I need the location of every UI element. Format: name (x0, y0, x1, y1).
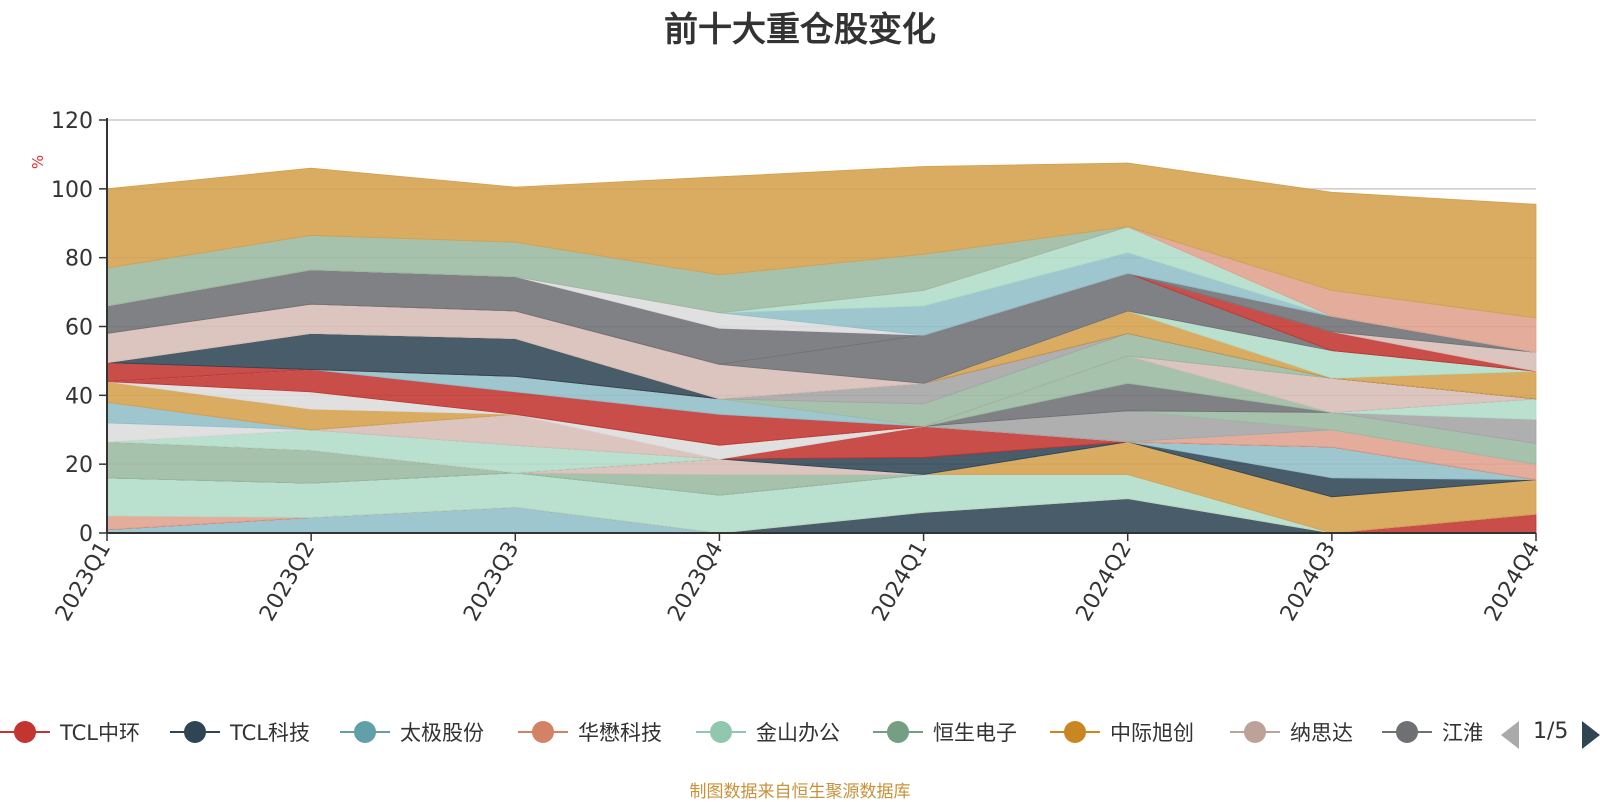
legend-label: TCL科技 (230, 721, 310, 745)
source-note: 制图数据来自恒生聚源数据库 (689, 782, 911, 802)
legend-item[interactable]: 江淮 (1382, 712, 1482, 752)
legend-marker-icon (1382, 721, 1432, 743)
legend-item[interactable]: 太极股份 (340, 712, 484, 752)
legend-item[interactable]: TCL科技 (170, 712, 310, 752)
legend-item[interactable]: 华懋科技 (518, 712, 662, 752)
legend-marker-icon (518, 721, 568, 743)
y-tick-label: 100 (51, 178, 93, 203)
y-tick-label: 0 (79, 522, 93, 547)
legend-marker-icon (0, 721, 50, 743)
x-tick-label: 2024Q3 (1276, 538, 1341, 626)
legend-next-page-icon[interactable] (1582, 721, 1600, 749)
y-tick-label: 120 (51, 109, 93, 134)
x-tick-label: 2023Q2 (255, 538, 320, 626)
legend-marker-icon (873, 721, 923, 743)
legend-label: 华懋科技 (578, 721, 662, 745)
area-series-44 (106, 162, 1537, 319)
x-tick-label: 2023Q1 (51, 538, 116, 626)
legend-label: TCL中环 (60, 721, 140, 745)
legend-marker-icon (340, 721, 390, 743)
legend-label: 纳思达 (1290, 721, 1353, 745)
y-tick-label: 80 (65, 247, 93, 272)
legend-marker-icon (1230, 721, 1280, 743)
legend-marker-icon (170, 721, 220, 743)
legend-item[interactable]: 金山办公 (696, 712, 840, 752)
legend-prev-page-icon[interactable] (1501, 721, 1519, 749)
area-series-group (106, 162, 1537, 534)
x-tick-label: 2023Q4 (663, 538, 728, 626)
x-tick-label: 2024Q2 (1072, 538, 1137, 626)
y-tick-label: 60 (65, 316, 93, 341)
legend-label: 恒生电子 (933, 721, 1017, 745)
legend-label: 中际旭创 (1110, 721, 1194, 745)
legend-page-indicator: 1/5 (1533, 719, 1569, 744)
x-tick-label: 2024Q1 (867, 538, 932, 626)
legend-item[interactable]: 中际旭创 (1050, 712, 1194, 752)
legend-marker-icon (1050, 721, 1100, 743)
legend-item[interactable]: TCL中环 (0, 712, 140, 752)
legend-marker-icon (696, 721, 746, 743)
legend-label: 金山办公 (756, 721, 840, 745)
x-tick-label: 2023Q3 (459, 538, 524, 626)
y-tick-label: 40 (65, 384, 93, 409)
x-tick-label: 2024Q4 (1480, 538, 1545, 626)
legend: TCL中环 TCL科技 太极股份 华懋科技 金山办公 恒生电子 中际旭创 纳思达 江淮 1/5 (0, 712, 1600, 752)
chart-title: 前十大重仓股变化 (664, 10, 936, 50)
legend-label: 江淮 (1442, 721, 1482, 745)
legend-item[interactable]: 纳思达 (1230, 712, 1353, 752)
y-axis-label: % (29, 155, 47, 169)
y-tick-label: 20 (65, 453, 93, 478)
legend-label: 太极股份 (400, 721, 484, 745)
legend-items: TCL中环 TCL科技 太极股份 华懋科技 金山办公 恒生电子 中际旭创 纳思达 江淮 (0, 712, 1482, 752)
legend-item[interactable]: 恒生电子 (873, 712, 1017, 752)
stacked-area-chart: 0 20 40 60 80 100 120 2023Q1 2023Q2 2023Q3 2023Q4 2… (29, 109, 1545, 626)
